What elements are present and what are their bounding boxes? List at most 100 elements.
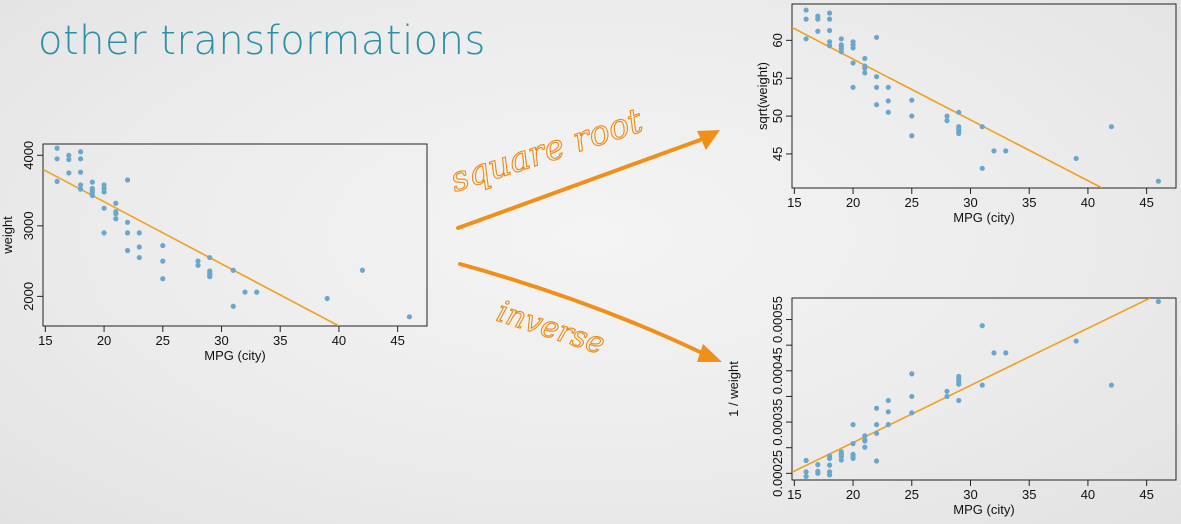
data-point — [815, 468, 821, 474]
data-point — [838, 36, 844, 42]
data-point — [826, 469, 833, 475]
arrow-inverse — [458, 262, 722, 362]
data-point — [885, 397, 891, 404]
data-point — [850, 451, 856, 457]
y-tick-label: 0.00055 — [770, 296, 785, 343]
data-point — [815, 462, 821, 468]
x-tick-label: 40 — [1081, 487, 1095, 502]
data-point — [850, 84, 856, 90]
data-point — [101, 230, 107, 236]
y-tick-label: 3000 — [21, 211, 36, 240]
data-point — [838, 449, 844, 455]
data-point — [862, 70, 868, 76]
x-tick-label: 40 — [332, 333, 346, 348]
data-point — [230, 303, 236, 309]
data-point — [862, 437, 868, 443]
y-tick-label: 45 — [770, 147, 785, 161]
data-point — [89, 192, 95, 199]
data-point — [1003, 148, 1009, 154]
data-point — [124, 177, 131, 183]
data-point — [991, 148, 997, 154]
data-point — [944, 113, 950, 119]
data-point — [873, 74, 880, 80]
data-point — [909, 371, 915, 377]
x-tick-label: 20 — [846, 195, 860, 210]
data-point — [944, 118, 950, 124]
data-point — [979, 124, 985, 130]
y-tick-label: 60 — [770, 33, 785, 47]
y-tick-label: 0.00025 — [770, 450, 785, 497]
plot-frame — [791, 3, 1177, 189]
x-tick-label: 20 — [846, 487, 860, 502]
data-point — [54, 145, 60, 151]
data-point — [1073, 338, 1079, 344]
data-point — [850, 441, 856, 447]
data-point — [909, 113, 915, 119]
x-axis-label: MPG (city) — [953, 210, 1014, 225]
data-point — [803, 457, 809, 464]
data-point — [826, 39, 833, 45]
data-point — [77, 156, 84, 162]
data-point — [254, 289, 260, 295]
x-tick-label: 45 — [1139, 487, 1153, 502]
x-tick-label: 35 — [1022, 487, 1036, 502]
x-axis-label: MPG (city) — [953, 502, 1014, 517]
data-point — [66, 170, 72, 176]
data-point — [1003, 350, 1009, 356]
x-tick-label: 30 — [963, 195, 977, 210]
x-tick-label: 30 — [214, 333, 228, 348]
data-point — [803, 16, 809, 22]
data-point — [160, 242, 166, 249]
data-point — [873, 34, 880, 40]
data-point — [873, 102, 880, 108]
data-point — [873, 84, 880, 90]
data-point — [1155, 298, 1161, 305]
data-point — [826, 10, 833, 16]
data-point — [77, 149, 84, 155]
data-point — [136, 230, 142, 236]
data-point — [54, 178, 60, 184]
plot-frame — [791, 297, 1177, 481]
data-point — [136, 254, 142, 261]
data-point — [838, 49, 844, 55]
y-tick-label: 0.00045 — [770, 347, 785, 394]
data-point — [1155, 178, 1161, 184]
data-point — [1108, 124, 1115, 130]
x-tick-label: 30 — [963, 487, 977, 502]
y-axis-label: weight — [0, 216, 15, 255]
data-point — [826, 462, 833, 468]
data-point — [979, 382, 985, 388]
data-point — [124, 230, 131, 236]
data-point — [230, 267, 236, 273]
data-point — [885, 84, 891, 90]
data-point — [873, 422, 880, 428]
data-point — [195, 262, 201, 268]
data-point — [1108, 382, 1115, 388]
data-point — [991, 350, 997, 356]
data-point — [873, 458, 880, 464]
data-point — [956, 373, 962, 380]
data-point — [195, 258, 201, 264]
data-point — [885, 109, 891, 115]
data-point — [101, 189, 107, 195]
data-point — [77, 186, 84, 192]
x-tick-label: 35 — [273, 333, 287, 348]
y-axis-label: 1 / weight — [726, 361, 741, 417]
data-point — [826, 43, 833, 49]
data-point — [124, 247, 131, 254]
data-point — [862, 433, 868, 439]
data-point — [66, 152, 72, 158]
data-point — [113, 200, 119, 206]
data-point — [838, 457, 844, 463]
data-point — [956, 397, 962, 404]
data-point — [160, 276, 166, 282]
x-axis-label: MPG (city) — [204, 348, 265, 363]
data-point — [1073, 155, 1079, 162]
y-tick-label: 50 — [770, 109, 785, 123]
fit-line — [43, 168, 340, 326]
data-point — [909, 133, 915, 139]
data-point — [850, 422, 856, 428]
data-point — [826, 453, 833, 459]
data-point — [944, 393, 950, 400]
